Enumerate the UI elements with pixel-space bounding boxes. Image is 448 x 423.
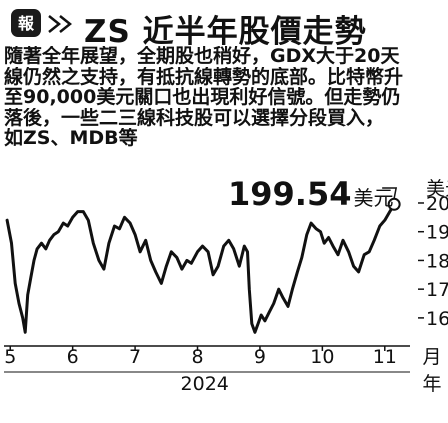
commentary-line: 線仍然之支持，有抵抗線轉勢的底部。比特幣升 <box>4 66 404 87</box>
y-tick-label: 160 <box>426 308 448 330</box>
page-title: ZS 近半年股價走勢 <box>84 14 367 50</box>
x-tick-label: 7 <box>129 346 141 368</box>
y-tick-label: 170 <box>426 279 448 301</box>
commentary-line: 落後，一些二三線科技股可以選擇分段買入， <box>4 107 385 128</box>
commentary-line: 至90,000美元關口也出現利好信號。但走勢仍 <box>4 87 401 108</box>
x-axis-unit: 月 <box>422 346 441 368</box>
y-tick-label: 200 <box>426 193 448 215</box>
newspaper-logo-icon: 報 <box>11 9 41 37</box>
y-tick-label: 190 <box>426 222 448 244</box>
price-unit: 美元 <box>353 186 394 210</box>
x-tick-label: 8 <box>191 346 203 368</box>
commentary-line: 隨著全年展望，全期股也稍好，GDX大于20天 <box>4 46 400 67</box>
svg-text:報: 報 <box>18 14 35 33</box>
header: 報 ZS 近半年股價走勢 <box>0 0 448 50</box>
y-tick-label: 180 <box>426 250 448 272</box>
year-label: 2024 <box>181 373 229 395</box>
x-tick-label: 9 <box>254 346 266 368</box>
current-price: 199.54 美元 <box>228 175 393 213</box>
price-end-marker <box>387 197 401 211</box>
chevron-right-icon <box>48 15 73 33</box>
x-tick-label: 11 <box>373 346 397 368</box>
price-series-line <box>5 202 396 334</box>
x-tick-label: 5 <box>4 346 16 368</box>
year-unit: 年 <box>422 373 441 395</box>
y-axis-unit: 美元 <box>426 178 448 200</box>
x-tick-label: 10 <box>310 346 334 368</box>
commentary-text: 隨著全年展望，全期股也稍好，GDX大于20天 線仍然之支持，有抵抗線轉勢的底部。… <box>4 46 444 149</box>
x-tick-label: 6 <box>67 346 79 368</box>
price-leader-line <box>382 187 398 199</box>
price-value: 199.54 <box>228 175 352 213</box>
commentary-line: 如ZS、MDB等 <box>4 128 138 149</box>
